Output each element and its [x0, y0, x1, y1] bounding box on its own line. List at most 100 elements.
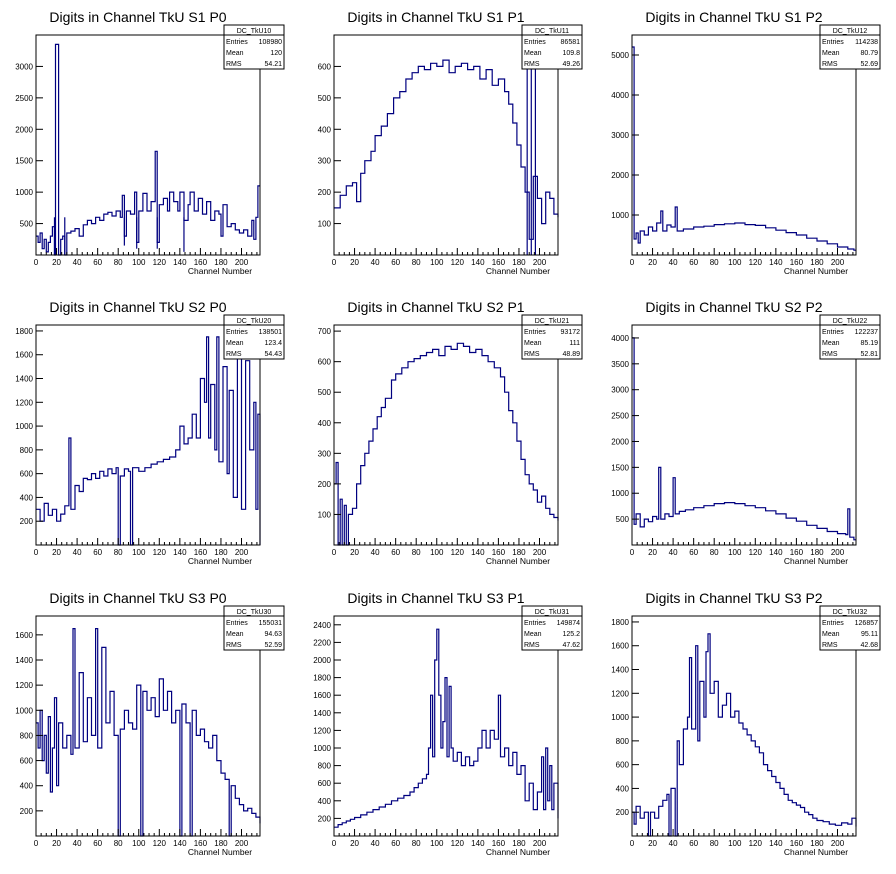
y-tick-label: 3000	[611, 386, 629, 395]
x-tick-label: 120	[749, 258, 763, 267]
y-tick-label: 800	[616, 737, 630, 746]
y-tick-label: 1000	[15, 188, 33, 197]
y-tick-label: 2000	[611, 437, 629, 446]
x-tick-label: 60	[391, 258, 400, 267]
x-tick-label: 200	[235, 258, 249, 267]
x-tick-label: 80	[412, 258, 421, 267]
x-tick-label: 140	[173, 839, 187, 848]
stats-value: 125.2	[562, 631, 580, 638]
x-tick-label: 200	[831, 548, 845, 557]
stats-box-name: DC_TkU10	[237, 28, 272, 35]
stats-box: DC_TkU30 Entries 155031 Mean 94.63 RMS 52.59	[223, 605, 285, 651]
x-tick-label: 120	[451, 258, 465, 267]
stats-box: DC_TkU32 Entries 126857 Mean 95.11 RMS 42.68	[819, 605, 881, 651]
stats-value: 85.19	[860, 340, 878, 347]
histogram-line	[632, 46, 856, 251]
stats-box-name: DC_TkU30	[237, 609, 272, 616]
y-tick-label: 1200	[15, 681, 33, 690]
x-axis-label: Channel Number	[486, 847, 550, 857]
panel-title: Digits in Channel TkU S3 P2	[645, 590, 822, 606]
x-tick-label: 80	[710, 258, 719, 267]
y-tick-label: 2000	[313, 656, 331, 665]
plot-frame	[333, 324, 559, 546]
histogram-line	[36, 628, 261, 837]
histogram-line	[36, 43, 260, 256]
x-tick-label: 160	[194, 258, 208, 267]
y-tick-label: 1200	[611, 689, 629, 698]
y-tick-label: 500	[318, 388, 332, 397]
stats-value: 48.89	[562, 351, 580, 358]
stats-box-name: DC_TkU12	[833, 28, 868, 35]
y-tick-label: 1000	[313, 744, 331, 753]
stats-value: 49.26	[562, 61, 580, 68]
stats-box-frame	[819, 314, 881, 360]
y-tick-label: 600	[318, 779, 332, 788]
stats-box: DC_TkU20 Entries 138501 Mean 123.4 RMS 54.43	[223, 314, 285, 360]
stats-label: Mean	[524, 340, 542, 347]
plot-frame	[35, 615, 261, 837]
x-tick-label: 80	[114, 839, 123, 848]
x-tick-label: 160	[194, 839, 208, 848]
x-tick-label: 60	[93, 258, 102, 267]
stats-value: 95.11	[861, 631, 878, 638]
x-tick-label: 140	[471, 548, 485, 557]
y-tick-label: 2500	[15, 94, 33, 103]
y-tick-label: 800	[20, 446, 34, 455]
x-axis-label: Channel Number	[188, 266, 252, 276]
x-tick-label: 180	[214, 258, 228, 267]
x-tick-label: 80	[412, 548, 421, 557]
x-tick-label: 200	[235, 548, 249, 557]
stats-label: RMS	[524, 351, 540, 358]
y-tick-label: 1400	[611, 666, 629, 675]
x-tick-label: 80	[114, 548, 123, 557]
y-tick-label: 300	[318, 157, 332, 166]
y-tick-label: 100	[318, 220, 332, 229]
y-tick-label: 400	[318, 797, 332, 806]
histogram-panel: Digits in Channel TkU S1 P1 0 20 40 60 80 100 1…	[318, 9, 583, 276]
y-tick-label: 1500	[15, 157, 33, 166]
x-tick-label: 20	[350, 548, 359, 557]
plot-frame	[631, 615, 857, 837]
y-tick-label: 1000	[15, 706, 33, 715]
x-tick-label: 0	[332, 839, 337, 848]
y-tick-label: 4000	[611, 91, 629, 100]
y-tick-label: 1500	[611, 463, 629, 472]
stats-box-frame	[223, 314, 285, 360]
x-tick-label: 180	[512, 548, 526, 557]
x-tick-label: 0	[630, 258, 635, 267]
stats-box: DC_TkU12 Entries 114238 Mean 80.79 RMS 52.69	[819, 24, 881, 70]
y-tick-label: 1000	[611, 211, 629, 220]
y-tick-label: 400	[616, 784, 630, 793]
x-tick-label: 80	[710, 548, 719, 557]
y-tick-label: 500	[616, 515, 630, 524]
x-tick-label: 200	[831, 839, 845, 848]
x-tick-label: 0	[34, 839, 39, 848]
x-tick-label: 100	[430, 839, 444, 848]
plot-frame	[333, 615, 559, 837]
histogram-line	[334, 628, 559, 828]
stats-label: Entries	[226, 39, 248, 46]
x-tick-label: 100	[132, 548, 146, 557]
x-tick-label: 100	[728, 258, 742, 267]
x-tick-label: 200	[533, 258, 547, 267]
stats-label: Entries	[822, 620, 844, 627]
y-tick-label: 1200	[15, 398, 33, 407]
stats-box-frame	[819, 605, 881, 651]
stats-label: Mean	[226, 340, 244, 347]
x-tick-label: 80	[710, 839, 719, 848]
stats-box-name: DC_TkU22	[833, 318, 868, 325]
x-tick-label: 160	[790, 548, 804, 557]
x-tick-label: 0	[34, 258, 39, 267]
y-tick-label: 600	[20, 757, 34, 766]
y-tick-label: 1600	[15, 351, 33, 360]
y-tick-label: 3000	[611, 131, 629, 140]
x-tick-label: 200	[533, 839, 547, 848]
stats-value: 111	[569, 340, 580, 347]
x-tick-label: 60	[689, 839, 698, 848]
x-tick-label: 120	[153, 548, 167, 557]
panel-title: Digits in Channel TkU S2 P2	[645, 299, 822, 315]
x-axis-label: Channel Number	[486, 556, 550, 566]
stats-label: Mean	[822, 631, 840, 638]
stats-value: 54.21	[264, 61, 282, 68]
stats-value: 52.59	[264, 642, 282, 649]
